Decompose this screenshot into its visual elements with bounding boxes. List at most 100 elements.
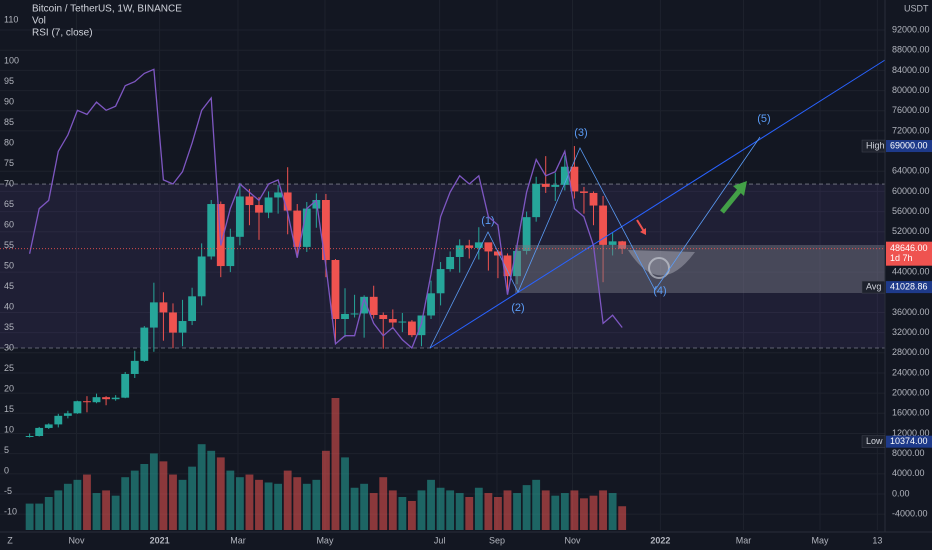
volume-bar <box>398 497 407 530</box>
candle-body <box>484 242 493 252</box>
candle-body <box>264 197 273 213</box>
candle-body <box>92 397 101 403</box>
volume-bar <box>474 487 483 530</box>
y2-tick-label: 35 <box>4 322 14 332</box>
y2-tick-label: 0 <box>4 465 9 475</box>
volume-bar <box>255 479 263 530</box>
y-tick-label: 16000.00 <box>892 408 930 418</box>
y2-tick-label: -5 <box>4 486 12 496</box>
countdown-label: 1d 7h <box>890 253 913 263</box>
volume-layer <box>25 398 627 530</box>
price-label-tag <box>861 435 886 448</box>
candle-body <box>216 204 225 267</box>
y-tick-label: 8000.00 <box>892 448 925 458</box>
candle-body <box>513 250 521 277</box>
candle-body <box>283 192 292 211</box>
volume-bar <box>264 482 273 530</box>
y2-tick-label: 75 <box>4 158 14 168</box>
price-label-value: 41028.86 <box>890 281 928 291</box>
volume-bar <box>283 470 292 530</box>
volume-bar <box>321 450 330 530</box>
volume-bar <box>293 477 302 530</box>
volume-bar <box>226 470 235 530</box>
candle-body <box>341 313 349 320</box>
rsi-line <box>28 68 623 350</box>
candle-body <box>551 184 560 187</box>
candle-body <box>379 314 388 320</box>
candle-body <box>494 251 502 256</box>
last-price-box <box>886 241 932 266</box>
candle-body <box>35 427 44 437</box>
volume-bar <box>44 497 53 530</box>
candle-body <box>44 424 53 428</box>
y-tick-label: 72000.00 <box>892 125 930 135</box>
y2-tick-label: 95 <box>4 76 14 86</box>
candle-body <box>436 269 445 294</box>
candle-body <box>474 242 483 248</box>
y2-tick-label: 90 <box>4 96 14 106</box>
candle-body <box>360 296 369 314</box>
candle-body <box>570 166 579 192</box>
volume-bar <box>92 493 101 530</box>
candle-body <box>63 413 72 416</box>
volume-bar <box>331 398 340 530</box>
price-label-value: 10374.00 <box>890 436 928 446</box>
y2-tick-label: -10 <box>4 506 17 516</box>
volume-bar <box>446 490 455 530</box>
candle-body <box>226 236 235 267</box>
y2-tick-label: 55 <box>4 240 14 250</box>
volume-bar <box>379 477 388 530</box>
volume-bar <box>608 493 617 530</box>
volume-bar <box>54 490 63 530</box>
x-tick-label: 2022 <box>650 535 670 545</box>
y2-tick-label: 110 <box>4 14 18 24</box>
candle-body <box>159 302 168 313</box>
candle-body <box>207 204 216 257</box>
volume-bar <box>130 470 139 530</box>
volume-bar <box>188 466 197 530</box>
x-tick-label: Sep <box>489 535 505 545</box>
x-tick-label: Nov <box>564 535 581 545</box>
y-tick-label: 60000.00 <box>892 186 930 196</box>
candle-body <box>73 401 82 414</box>
y2-tick-label: 85 <box>4 117 14 127</box>
candle-body <box>188 296 197 322</box>
volume-bar <box>427 479 435 530</box>
candle-body <box>149 302 158 328</box>
candle-body <box>618 241 627 249</box>
y2-tick-label: 60 <box>4 219 14 229</box>
x-tick-label: Mar <box>230 535 246 545</box>
down-arrow-head <box>640 228 646 235</box>
y-tick-label: 92000.00 <box>892 24 930 34</box>
volume-bar <box>207 450 216 530</box>
volume-bar <box>388 490 397 530</box>
volume-bar <box>532 479 541 530</box>
candle-body <box>83 401 91 403</box>
price-label-name: Low <box>866 436 883 446</box>
y-tick-label: 44000.00 <box>892 266 930 276</box>
candle-body <box>140 327 149 361</box>
y2-tick-label: 40 <box>4 301 14 311</box>
price-label-value: 69000.00 <box>890 140 928 150</box>
candle-body <box>245 196 254 206</box>
y-tick-label: 20000.00 <box>892 388 930 398</box>
volume-bar <box>178 479 187 530</box>
candle-body <box>465 245 474 248</box>
y2-tick-label: 100 <box>4 55 19 65</box>
x-tick-label: May <box>316 535 334 545</box>
candle-body <box>580 191 588 193</box>
candle-body <box>302 208 311 247</box>
up-arrow <box>720 188 742 214</box>
y-tick-label: 76000.00 <box>892 105 930 115</box>
volume-bar <box>25 503 34 530</box>
volume-bar <box>197 444 206 530</box>
x-tick-label: May <box>812 535 830 545</box>
y-tick-label: 84000.00 <box>892 65 930 75</box>
trend-line <box>429 59 886 349</box>
y-tick-label: 4000.00 <box>892 468 925 478</box>
volume-bar <box>121 477 130 530</box>
last-price-label: 48646.00 <box>890 243 928 253</box>
y-tick-label: 36000.00 <box>892 307 930 317</box>
up-arrow-head <box>733 181 747 196</box>
